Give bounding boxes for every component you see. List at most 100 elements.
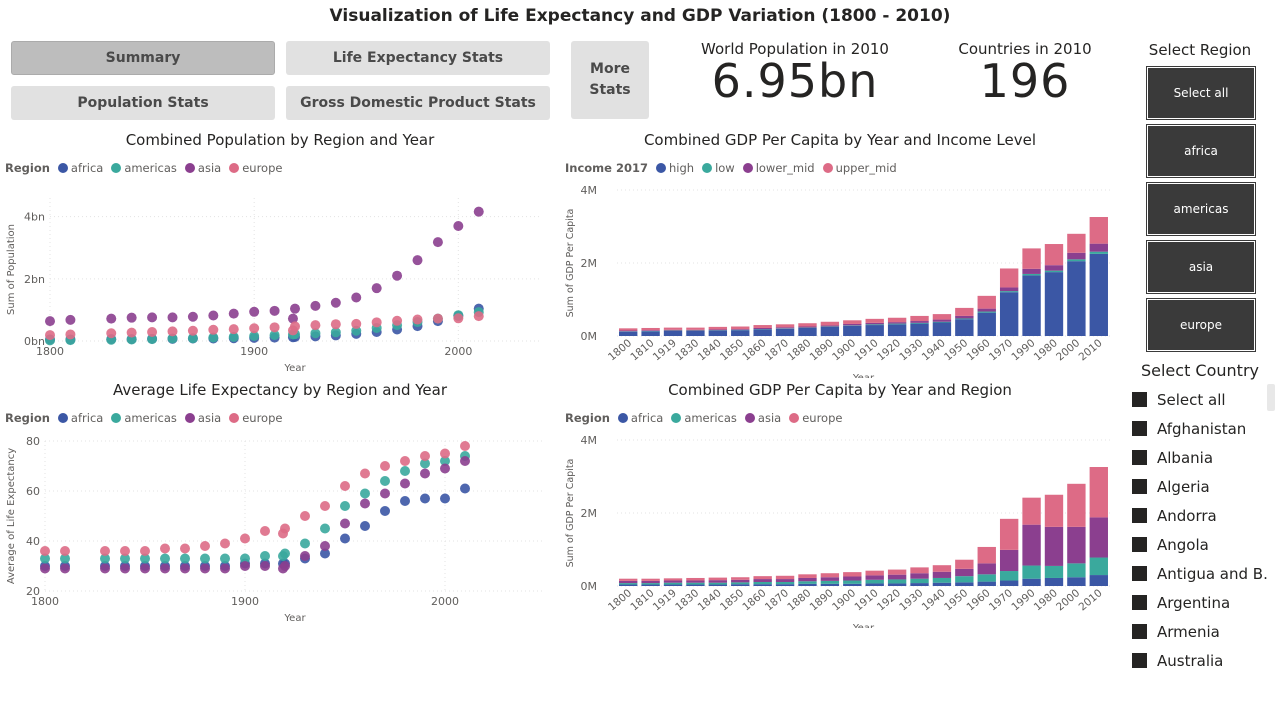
legend-item-high[interactable]: high <box>655 161 694 175</box>
bar-segment-americas <box>977 574 996 582</box>
legend-label: asia <box>197 161 222 175</box>
data-point-europe <box>440 448 450 459</box>
checkbox[interactable] <box>1132 392 1147 407</box>
data-point-americas <box>120 553 130 564</box>
data-point-asia <box>260 561 270 571</box>
checkbox[interactable] <box>1132 450 1147 465</box>
population-stats-button[interactable]: Population Stats <box>11 86 275 120</box>
gdp-region-bar-chart[interactable]: 0M2M4M1800181019191830184018501860187018… <box>560 428 1120 628</box>
data-point-asia <box>187 311 198 322</box>
country-item[interactable]: Australia <box>1132 646 1268 675</box>
bar-segment-asia <box>843 576 862 581</box>
checkbox[interactable] <box>1132 537 1147 552</box>
checkbox[interactable] <box>1132 653 1147 668</box>
country-item[interactable]: Antigua and B... <box>1132 559 1268 588</box>
checkbox[interactable] <box>1132 624 1147 639</box>
region-tile-americas[interactable]: americas <box>1146 182 1256 236</box>
country-slicer-scrollbar[interactable] <box>1267 384 1275 411</box>
legend-item-asia[interactable]: asia <box>184 411 221 425</box>
data-point-americas <box>240 553 250 564</box>
checkbox[interactable] <box>1132 508 1147 523</box>
x-tick-label: 1940 <box>920 587 948 613</box>
bar-segment-africa <box>843 583 862 586</box>
legend-label: africa <box>70 411 104 425</box>
legend-item-asia[interactable]: asia <box>184 161 222 175</box>
bar-segment-asia <box>798 577 817 582</box>
bar-segment-upper_mid <box>753 325 772 328</box>
country-item[interactable]: Armenia <box>1132 617 1268 646</box>
data-point-asia <box>269 305 280 316</box>
data-point-americas <box>147 334 158 345</box>
legend-item-europe[interactable]: europe <box>229 161 282 175</box>
legend-item-asia[interactable]: asia <box>744 411 781 425</box>
region-tile-asia[interactable]: asia <box>1146 240 1256 294</box>
bar-segment-lower_mid <box>820 325 840 327</box>
data-point-europe <box>310 320 321 331</box>
bar-segment-europe <box>686 577 705 581</box>
data-point-asia <box>440 463 450 474</box>
country-slicer-title: Select Country <box>1140 361 1259 380</box>
more-stats-button[interactable]: More Stats <box>571 41 649 119</box>
bar-segment-americas <box>619 583 638 585</box>
legend-item-upper-mid[interactable]: upper_mid <box>822 161 897 175</box>
legend-item-europe[interactable]: europe <box>789 411 842 425</box>
bar-segment-upper_mid <box>999 268 1019 288</box>
bar-segment-high <box>1089 253 1108 336</box>
region-tile-europe[interactable]: europe <box>1146 298 1256 352</box>
legend-item-africa[interactable]: africa <box>57 411 104 425</box>
country-item[interactable]: Afghanistan <box>1132 414 1268 443</box>
summary-button[interactable]: Summary <box>11 41 275 75</box>
data-point-americas <box>320 523 330 534</box>
checkbox[interactable] <box>1132 479 1147 494</box>
country-item[interactable]: Select all <box>1132 385 1268 414</box>
bar-segment-low <box>999 291 1019 293</box>
gdp-income-bar-chart[interactable]: 0M2M4M1800181019191830184018501860187018… <box>560 178 1120 378</box>
country-item[interactable]: Algeria <box>1132 472 1268 501</box>
bar-segment-lower_mid <box>865 322 884 325</box>
data-point-asia <box>249 306 260 317</box>
legend-item-americas[interactable]: americas <box>111 161 177 175</box>
region-tile-select-all[interactable]: Select all <box>1146 66 1256 120</box>
legend-item-low[interactable]: low <box>702 161 735 175</box>
legend-item-europe[interactable]: europe <box>229 411 282 425</box>
population-scatter-chart[interactable]: 0bn 2bn 4bn 1800 1900 2000 Year Sum of Populati… <box>0 178 560 378</box>
country-item[interactable]: Argentina <box>1132 588 1268 617</box>
country-item[interactable]: Angola <box>1132 530 1268 559</box>
legend-item-lower-mid[interactable]: lower_mid <box>742 161 815 175</box>
data-point-asia <box>320 541 330 551</box>
checkbox[interactable] <box>1132 421 1147 436</box>
data-point-americas <box>140 553 150 564</box>
country-label: Australia <box>1157 651 1224 670</box>
x-tick-label: 1920 <box>875 337 903 363</box>
x-tick-label: 1900 <box>830 337 858 363</box>
legend-item-africa[interactable]: africa <box>617 411 663 425</box>
checkbox[interactable] <box>1132 566 1147 581</box>
gdp-stats-button[interactable]: Gross Domestic Product Stats <box>286 86 550 120</box>
country-item[interactable]: Andorra <box>1132 501 1268 530</box>
x-tick-label: 2010 <box>1077 587 1105 613</box>
y-axis-title: Average of Life Expectancy <box>6 448 17 584</box>
bar-segment-lower_mid <box>843 323 862 326</box>
life-expectancy-stats-button[interactable]: Life Expectancy Stats <box>286 41 550 75</box>
data-point-asia <box>300 551 310 561</box>
x-tick-label: 1970 <box>987 337 1015 363</box>
bar-segment-europe <box>1022 497 1041 525</box>
legend-item-americas[interactable]: americas <box>111 411 177 425</box>
bar-segment-asia <box>1067 526 1086 564</box>
bar-segment-upper_mid <box>843 320 862 324</box>
data-point-asia <box>228 308 239 319</box>
country-item[interactable]: Albania <box>1132 443 1268 472</box>
data-point-asia <box>140 563 150 574</box>
legend-item-africa[interactable]: africa <box>57 161 103 175</box>
region-tile-africa[interactable]: africa <box>1146 124 1256 178</box>
bar-segment-upper_mid <box>865 318 884 323</box>
region-slicer-title: Select Region <box>1148 41 1252 59</box>
legend-dot <box>744 413 755 423</box>
data-point-africa <box>420 493 430 504</box>
checkbox[interactable] <box>1132 595 1147 610</box>
x-tick-label: 1970 <box>987 587 1015 613</box>
legend-item-americas[interactable]: americas <box>671 411 737 425</box>
bar-segment-europe <box>775 575 795 580</box>
population-card-value: 6.95bn <box>711 54 879 108</box>
life-expectancy-scatter-chart[interactable]: 20 40 60 80 1800 1900 2000 Year Average of Life … <box>0 428 560 628</box>
